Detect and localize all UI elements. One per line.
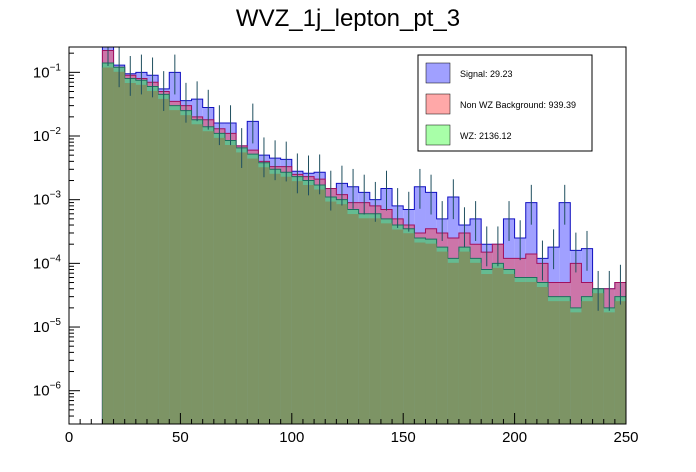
combined-bin [247,158,259,424]
combined-bin [124,83,136,424]
x-tick-label: 50 [172,429,189,446]
combined-bin [269,173,281,424]
combined-bin [525,281,537,424]
combined-bin [470,262,482,424]
x-tick-label: 200 [502,429,527,446]
combined-bin [302,185,315,424]
legend-swatch [425,93,451,115]
combined-bin [347,214,359,424]
legend-label: Signal: 29.23 [460,69,513,79]
x-tick-label: 0 [65,429,73,446]
y-tick-label: 10−3 [33,190,62,209]
y-tick-label: 10−5 [33,317,62,336]
y-tick-label: 10−4 [33,253,62,272]
combined-bin [592,293,604,424]
combined-bin [481,274,493,424]
combined-bin [314,189,326,424]
combined-bin [458,251,471,424]
combined-bin [336,204,348,424]
combined-bin [614,301,626,424]
combined-bin [492,267,504,424]
chart-title: WVZ_1j_lepton_pt_3 [236,5,460,32]
combined-bin [102,67,114,425]
legend-label: Non WZ Background: 939.39 [460,100,576,110]
combined-bin [414,242,426,424]
combined-bin [358,218,370,424]
x-tick-label: 100 [279,429,304,446]
x-tick-label: 250 [613,429,638,446]
legend-label: WZ: 2136.12 [460,131,512,141]
combined-bin [224,145,237,424]
signal-outline [101,46,627,424]
combined-bin [258,167,270,425]
combined-bin [603,312,615,424]
combined-bin [425,243,437,424]
combined-bin [180,115,192,424]
combined-bin [392,229,404,424]
combined-bin [380,223,393,424]
combined-bin [514,281,526,424]
y-tick-label: 10−1 [33,62,62,81]
combined-bin [436,251,448,424]
combined-bin [213,137,225,425]
wz-outline [101,62,627,424]
combined-bin [503,274,515,424]
y-tick-label: 10−2 [33,126,62,145]
combined-bin [559,301,571,424]
x-tick-label: 150 [391,429,416,446]
legend: Signal: 29.23 Non WZ Background: 939.39 WZ… [417,54,593,152]
combined-bin [191,124,203,424]
combined-bin [548,301,560,424]
axes: 0 50 100 150 200 250 10−1 10−2 10−3 10−4 10−5 10−6 [33,46,639,446]
combined-bin [202,131,214,425]
combined-bin [536,287,549,424]
combined-bin [369,218,381,424]
combined-bin [236,152,248,424]
y-tick-label: 10−6 [33,381,62,400]
combined-bin [169,110,181,424]
combined-bin [325,201,337,424]
combined-bin [146,90,159,425]
combined-bin [447,262,459,424]
combined-bin [280,176,292,424]
combined-bin [570,312,582,424]
legend-swatch [425,124,451,146]
combined-bin [113,71,125,424]
combined-bin [158,98,170,425]
combined-bin [135,84,147,425]
combined-bin [581,301,593,424]
combined-bin [291,181,303,424]
combined-bin [403,233,415,424]
legend-swatch [425,62,451,84]
